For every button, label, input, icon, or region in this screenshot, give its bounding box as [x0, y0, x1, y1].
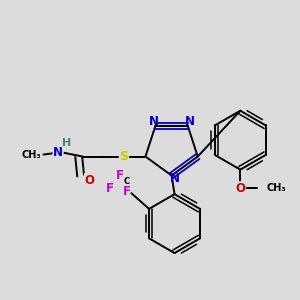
Text: N: N	[148, 116, 158, 128]
Text: CH₃: CH₃	[267, 183, 286, 193]
Text: C: C	[123, 177, 130, 186]
Text: F: F	[122, 185, 130, 198]
Text: O: O	[235, 182, 245, 195]
Text: S: S	[119, 150, 128, 163]
Text: F: F	[116, 169, 124, 182]
Text: O: O	[85, 174, 94, 187]
Text: N: N	[169, 172, 179, 185]
Text: F: F	[106, 182, 114, 195]
Text: CH₃: CH₃	[22, 150, 41, 160]
Text: N: N	[53, 146, 63, 159]
Text: N: N	[185, 116, 195, 128]
Text: H: H	[62, 138, 72, 148]
